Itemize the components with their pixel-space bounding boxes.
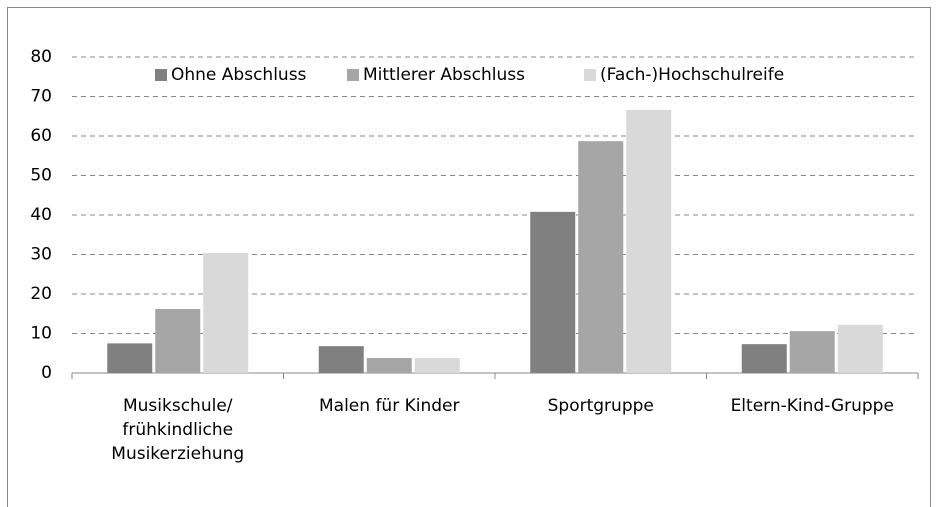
legend-label: Mittlerer Abschluss [363,65,525,85]
y-tick-label: 80 [30,47,52,67]
chart-border [7,7,931,507]
x-tick-label: Malen für Kinder [319,396,460,416]
y-tick-label: 50 [30,166,52,186]
bar [155,309,201,373]
x-tick-label: Musikschule/ frühkindliche Musikerziehun… [111,396,245,464]
bar [741,344,787,373]
legend-swatch [155,69,167,81]
bar [366,357,412,373]
y-tick-label: 0 [41,363,52,383]
y-tick-label: 20 [30,284,52,304]
bar [203,252,249,373]
bar [107,343,153,373]
y-tick-label: 10 [30,324,52,344]
legend-swatch [347,69,359,81]
y-tick-label: 60 [30,126,52,146]
bar [414,357,460,373]
legend-label: Ohne Abschluss [171,65,307,85]
legend-label: (Fach-)Hochschulreife [600,65,784,85]
y-tick-label: 40 [30,205,52,225]
x-tick-label: Sportgruppe [547,396,654,416]
bar [578,141,624,373]
y-tick-label: 70 [30,87,52,107]
bar [626,109,672,374]
legend-swatch [584,69,596,81]
bar [318,346,364,373]
bar [530,211,576,373]
bar [837,324,883,373]
y-tick-label: 30 [30,245,52,265]
x-tick-label: Eltern-Kind-Gruppe [730,396,894,416]
bar [789,331,835,373]
